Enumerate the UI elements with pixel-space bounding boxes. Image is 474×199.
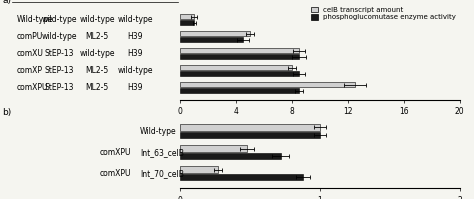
Bar	[180, 14, 194, 20]
Bar	[180, 82, 355, 87]
Bar	[180, 48, 299, 53]
Text: comXPU: comXPU	[100, 169, 131, 178]
Bar	[180, 31, 250, 36]
Text: H39: H39	[128, 49, 143, 58]
Text: comXU: comXU	[17, 49, 44, 58]
Text: wild-type: wild-type	[80, 15, 115, 24]
Bar	[180, 54, 299, 59]
Bar	[180, 166, 218, 173]
Text: H39: H39	[128, 83, 143, 92]
Text: Int_70_celB: Int_70_celB	[140, 169, 184, 178]
Text: wild-type: wild-type	[42, 15, 77, 24]
Text: comXP: comXP	[17, 66, 43, 75]
Text: ML2-5: ML2-5	[85, 83, 109, 92]
Bar	[180, 20, 194, 25]
Text: StEP-13: StEP-13	[45, 49, 74, 58]
Text: StEP-13: StEP-13	[45, 66, 74, 75]
Bar	[180, 132, 320, 138]
Text: Int_63_celB: Int_63_celB	[140, 148, 184, 157]
Text: comPU: comPU	[17, 32, 43, 41]
Bar	[180, 65, 292, 70]
Bar	[180, 71, 299, 76]
Bar	[180, 145, 247, 152]
Text: Wild-type: Wild-type	[140, 127, 176, 136]
Text: ML2-5: ML2-5	[85, 32, 109, 41]
Text: comXPU: comXPU	[17, 83, 48, 92]
Text: a): a)	[2, 0, 11, 5]
Bar	[180, 88, 299, 93]
Bar	[180, 37, 243, 42]
Text: Wild-type: Wild-type	[17, 15, 53, 24]
Text: ML2-5: ML2-5	[85, 66, 109, 75]
Legend: celB transcript amount, phosphoglucomutase enzyme activity: celB transcript amount, phosphoglucomuta…	[311, 7, 456, 20]
Text: wild-type: wild-type	[118, 66, 153, 75]
Bar	[180, 153, 281, 159]
Text: StEP-13: StEP-13	[45, 83, 74, 92]
X-axis label: Relative phosphoglucomutase enzyme activities and celB transcript amounts: Relative phosphoglucomutase enzyme activ…	[184, 119, 456, 125]
Bar	[180, 124, 320, 131]
Text: H39: H39	[128, 32, 143, 41]
Text: wild-type: wild-type	[80, 49, 115, 58]
Text: comXPU: comXPU	[100, 148, 131, 157]
Text: wild-type: wild-type	[118, 15, 153, 24]
Text: wild-type: wild-type	[42, 32, 77, 41]
Bar	[180, 174, 303, 180]
Text: b): b)	[2, 108, 12, 117]
